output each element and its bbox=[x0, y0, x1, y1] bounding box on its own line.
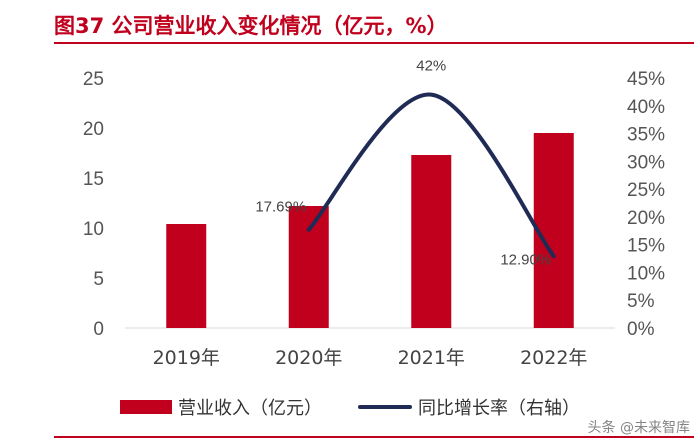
y2-tick-label: 25% bbox=[627, 180, 665, 201]
y-tick-label: 20 bbox=[83, 119, 104, 140]
chart-legend: 营业收入（亿元） 同比增长率（右轴） bbox=[120, 394, 580, 420]
y-tick-label: 10 bbox=[83, 219, 104, 240]
bar bbox=[166, 224, 207, 328]
y2-tick-label: 15% bbox=[627, 236, 665, 257]
y2-tick-label: 45% bbox=[627, 69, 665, 90]
bar bbox=[533, 133, 574, 328]
legend-line-label: 同比增长率（右轴） bbox=[418, 398, 580, 419]
y2-tick-label: 10% bbox=[627, 263, 665, 284]
growth-data-label: 12.90% bbox=[500, 251, 551, 268]
y2-tick-label: 0% bbox=[627, 319, 655, 340]
y2-tick-label: 20% bbox=[627, 208, 665, 229]
title-divider bbox=[54, 42, 694, 44]
y2-tick-label: 35% bbox=[627, 125, 665, 146]
bar bbox=[411, 155, 452, 328]
legend-line-swatch bbox=[358, 405, 412, 409]
bar bbox=[288, 206, 329, 328]
y2-tick-label: 40% bbox=[627, 97, 665, 118]
bottom-divider bbox=[54, 436, 694, 438]
legend-bar-swatch bbox=[120, 400, 172, 414]
legend-bar-label: 营业收入（亿元） bbox=[178, 398, 322, 419]
y-tick-label: 25 bbox=[83, 69, 104, 90]
x-tick-label: 2020年 bbox=[275, 347, 342, 369]
chart-title: 图37 公司营业收入变化情况（亿元，%） bbox=[54, 14, 448, 38]
y2-tick-label: 5% bbox=[627, 291, 655, 312]
y-tick-label: 5 bbox=[93, 269, 104, 290]
watermark-text: 头条 @未来智库 bbox=[587, 420, 690, 436]
growth-data-label: 17.69% bbox=[255, 199, 306, 216]
x-tick-label: 2022年 bbox=[520, 347, 587, 369]
y-tick-label: 15 bbox=[83, 169, 104, 190]
growth-data-label: 42% bbox=[416, 58, 446, 75]
y-tick-label: 0 bbox=[93, 319, 104, 340]
x-tick-label: 2019年 bbox=[153, 347, 220, 369]
x-tick-label: 2021年 bbox=[398, 347, 465, 369]
y2-tick-label: 30% bbox=[627, 152, 665, 173]
